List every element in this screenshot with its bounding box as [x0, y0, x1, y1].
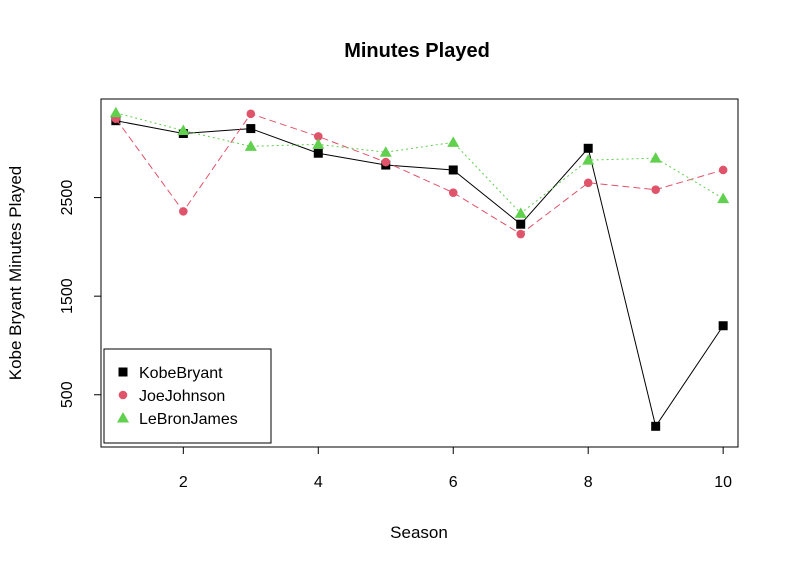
x-tick-label: 10 [714, 474, 732, 491]
data-point [379, 146, 392, 157]
data-point [583, 143, 593, 153]
legend-marker [118, 367, 128, 377]
legend-box [103, 348, 272, 444]
series-line [115, 112, 724, 215]
y-tick-label: 2500 [59, 180, 76, 216]
legend-marker [118, 390, 128, 400]
legend-marker [117, 412, 129, 423]
x-axis: 2 4 6 8 10 [179, 446, 732, 491]
data-point [313, 132, 323, 141]
data-point [447, 136, 460, 147]
data-point [179, 207, 188, 216]
data-point [246, 124, 256, 134]
legend: KobeBryant JoeJohnson LeBronJames [103, 348, 272, 444]
data-point [312, 138, 325, 149]
data-point [448, 165, 458, 175]
data-point [177, 124, 190, 136]
data-point [381, 157, 391, 167]
series-line [115, 120, 724, 428]
data-point [244, 140, 257, 151]
data-point [109, 106, 122, 118]
legend-label: LeBronJames [139, 411, 238, 428]
data-point [448, 188, 458, 197]
data-point [583, 178, 593, 188]
x-tick-label: 4 [314, 474, 323, 491]
series-LeBronJames [109, 106, 730, 218]
x-tick-label: 6 [449, 474, 458, 491]
series-JoeJohnson [111, 109, 728, 239]
data-point [246, 109, 256, 119]
data-point [313, 148, 323, 158]
chart-title: Minutes Played [344, 40, 490, 62]
data-point [717, 192, 730, 204]
legend-label: KobeBryant [139, 365, 223, 382]
y-tick-label: 500 [59, 381, 76, 408]
data-point [514, 207, 527, 218]
series-layer [109, 106, 730, 431]
data-point [649, 152, 662, 163]
data-point [651, 421, 661, 431]
legend-label: JoeJohnson [139, 388, 225, 405]
data-point [516, 229, 526, 239]
x-tick-label: 2 [179, 474, 188, 491]
data-point [718, 165, 728, 175]
y-axis: 500 1500 2500 [59, 180, 102, 408]
x-axis-label: Season [390, 523, 448, 542]
series-line [115, 113, 724, 235]
data-point [516, 219, 526, 229]
data-point [718, 321, 728, 331]
data-point [582, 154, 595, 165]
x-tick-label: 8 [584, 474, 593, 491]
y-tick-label: 1500 [59, 278, 76, 314]
data-point [651, 185, 660, 194]
y-axis-label: Kobe Bryant Minutes Played [6, 166, 25, 381]
